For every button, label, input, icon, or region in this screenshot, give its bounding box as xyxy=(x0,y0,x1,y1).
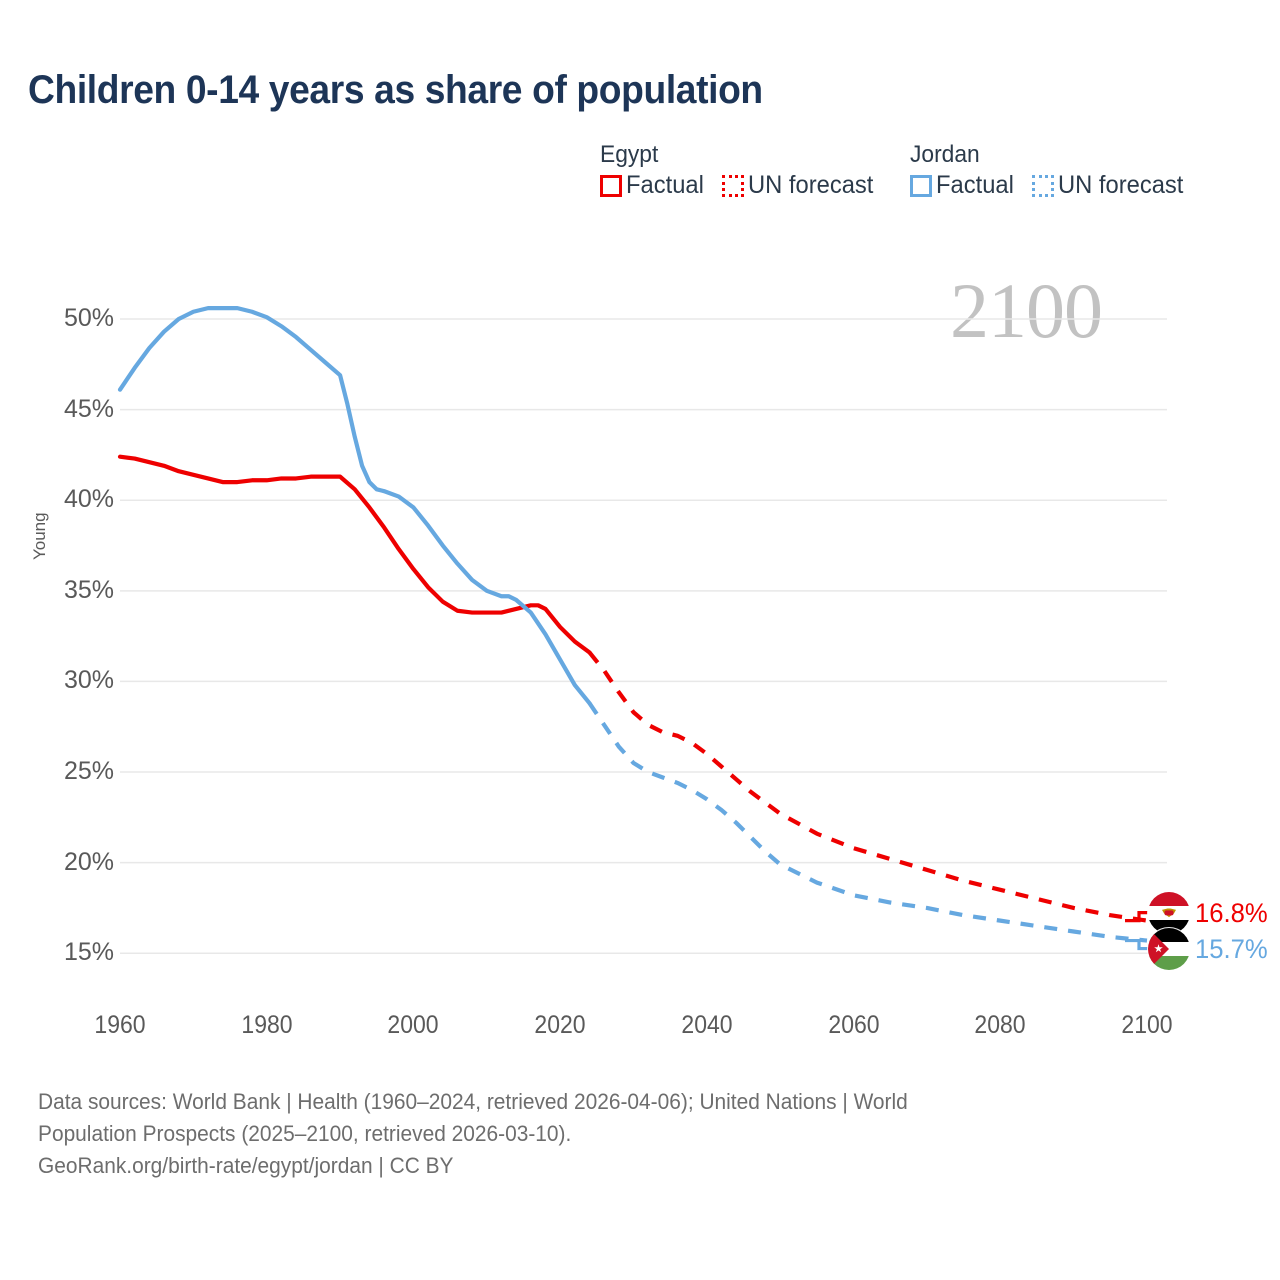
y-axis-tick-label: 25% xyxy=(63,757,114,786)
legend-item-label: Factual xyxy=(626,171,704,199)
legend-item-jordan-factual[interactable]: Factual xyxy=(909,171,1018,199)
x-axis-tick-label: 2040 xyxy=(681,1011,733,1039)
legend-country-label: Jordan xyxy=(909,141,980,168)
gridlines xyxy=(120,318,1167,955)
x-axis-tick-label: 2020 xyxy=(534,1011,586,1039)
legend-swatch-solid-icon xyxy=(909,174,932,197)
legend-item-label: UN forecast xyxy=(747,171,874,199)
end-connector xyxy=(1125,911,1149,923)
x-axis-tick-label: 1980 xyxy=(241,1011,293,1039)
series-line-forecast xyxy=(587,651,1148,923)
end-connectors xyxy=(1125,911,1149,951)
x-axis-tick-label: 2000 xyxy=(387,1011,440,1039)
legend-item-egypt-factual[interactable]: Factual xyxy=(600,173,708,198)
y-axis-label: Young xyxy=(30,512,49,560)
footer-line: Population Prospects (2025–2100, retriev… xyxy=(38,1120,572,1146)
end-marker-jordan[interactable] xyxy=(1148,927,1190,970)
x-axis-tick-label: 2100 xyxy=(1121,1011,1173,1039)
end-value-egypt: 16.8% xyxy=(1195,897,1268,928)
footer-line: Data sources: World Bank | Health (1960–… xyxy=(38,1089,908,1114)
y-axis-tick-label: 40% xyxy=(63,485,114,514)
x-axis-tick-label: 1960 xyxy=(94,1011,146,1039)
legend-item-label: Factual xyxy=(935,171,1014,199)
series-lines xyxy=(117,306,1148,943)
y-axis-tick-label: 35% xyxy=(63,575,114,604)
x-axis-tick-label: 2080 xyxy=(974,1011,1026,1039)
end-connector xyxy=(1125,938,1149,951)
series-line-factual xyxy=(117,454,592,655)
x-axis-tick-label: 2060 xyxy=(827,1011,880,1039)
y-axis-tick-label: 30% xyxy=(63,666,114,695)
footer-line: GeoRank.org/birth-rate/egypt/jordan | CC… xyxy=(38,1152,454,1178)
year-watermark: 2100 xyxy=(950,267,1103,354)
chart-legend: Egypt Factual UN forecast Jordan Factual xyxy=(600,143,1190,198)
legend-swatch-dotted-icon xyxy=(721,174,744,197)
y-axis-tick-label: 45% xyxy=(63,394,114,423)
y-axis-tick-label: 15% xyxy=(63,938,114,967)
legend-item-label: UN forecast xyxy=(1057,171,1184,199)
jordan-flag-icon xyxy=(1148,927,1190,970)
legend-group-egypt: Egypt Factual UN forecast xyxy=(600,143,880,198)
legend-group-jordan: Jordan Factual UN forecast xyxy=(909,141,1190,199)
series-line-factual xyxy=(117,306,592,706)
legend-swatch-solid-icon xyxy=(600,174,622,197)
end-value-jordan: 15.7% xyxy=(1195,933,1268,964)
y-axis-tick-label: 20% xyxy=(63,847,114,876)
y-axis-tick-label: 50% xyxy=(63,303,114,332)
footer-sources: Data sources: World Bank | Health (1960–… xyxy=(38,1086,1218,1182)
legend-item-jordan-forecast[interactable]: UN forecast xyxy=(1031,171,1190,199)
legend-item-egypt-forecast[interactable]: UN forecast xyxy=(721,171,880,199)
legend-country-label: Egypt xyxy=(600,141,659,168)
legend-swatch-dotted-icon xyxy=(1031,174,1054,197)
page-title: Children 0-14 years as share of populati… xyxy=(28,68,763,112)
series-line-forecast xyxy=(587,701,1148,943)
